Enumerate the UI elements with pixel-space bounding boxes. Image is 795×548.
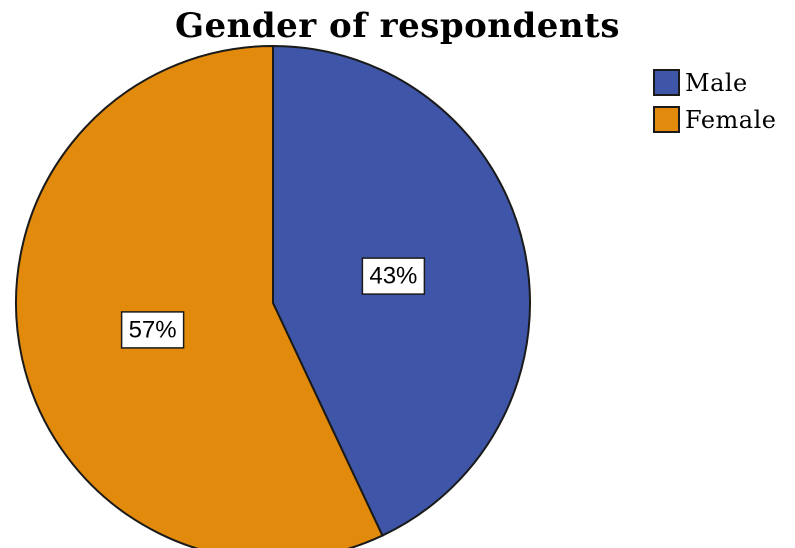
- legend: Male Female: [653, 64, 777, 138]
- data-label-text-male: 43%: [369, 262, 417, 289]
- legend-label-male: Male: [685, 68, 748, 97]
- data-label-text-female: 57%: [129, 316, 177, 343]
- legend-item-male: Male: [653, 64, 777, 101]
- data-label-female: 57%: [120, 311, 185, 349]
- data-label-box-male: [361, 257, 426, 295]
- legend-swatch-female: [653, 106, 680, 133]
- pie-slices: [15, 44, 531, 548]
- legend-item-female: Female: [653, 101, 777, 138]
- pie-data-labels: 43% 57%: [120, 257, 426, 349]
- legend-swatch-male: [653, 69, 680, 96]
- data-label-male: 43%: [361, 257, 426, 295]
- pie-slice-female: [15, 44, 384, 548]
- chart-title: Gender of respondents: [174, 6, 620, 46]
- legend-label-female: Female: [685, 105, 777, 134]
- data-label-box-female: [120, 311, 185, 349]
